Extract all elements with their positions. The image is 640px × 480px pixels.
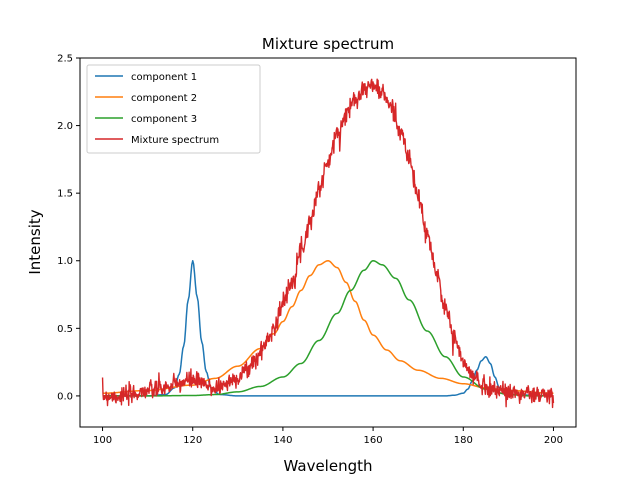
y-tick-label: 2.5 <box>57 54 73 65</box>
plot-frame <box>79 57 577 428</box>
x-tick-label: 180 <box>454 435 473 446</box>
x-tick-label: 100 <box>93 435 112 446</box>
legend: component 1 component 2 component 3 Mixture… <box>86 64 261 154</box>
series-line-component-3 <box>102 260 554 397</box>
legend-label: Mixture spectrum <box>131 135 219 146</box>
y-axis-title: Intensity <box>26 209 44 274</box>
y-tick-label: 2.0 <box>57 121 73 132</box>
series-line-mixture-spectrum <box>101 78 555 409</box>
x-axis: 100 120 140 160 180 200 <box>93 427 563 446</box>
y-tick-label: 0.0 <box>57 391 73 402</box>
x-tick-label: 140 <box>273 435 292 446</box>
y-tick-label: 0.5 <box>57 324 73 335</box>
legend-box <box>86 64 261 154</box>
plot-lines <box>101 78 555 409</box>
y-tick-label: 1.0 <box>57 256 73 267</box>
y-axis: 0.0 0.5 1.0 1.5 2.0 2.5 <box>57 54 80 402</box>
series-line-component-1 <box>102 260 554 397</box>
legend-label: component 1 <box>131 72 197 83</box>
chart-title: Mixture spectrum <box>262 35 394 53</box>
legend-label: component 3 <box>131 114 197 125</box>
x-tick-label: 120 <box>183 435 202 446</box>
x-axis-title: Wavelength <box>284 457 373 475</box>
y-tick-label: 1.5 <box>57 189 73 200</box>
x-tick-label: 200 <box>544 435 563 446</box>
x-tick-label: 160 <box>364 435 383 446</box>
legend-label: component 2 <box>131 93 197 104</box>
